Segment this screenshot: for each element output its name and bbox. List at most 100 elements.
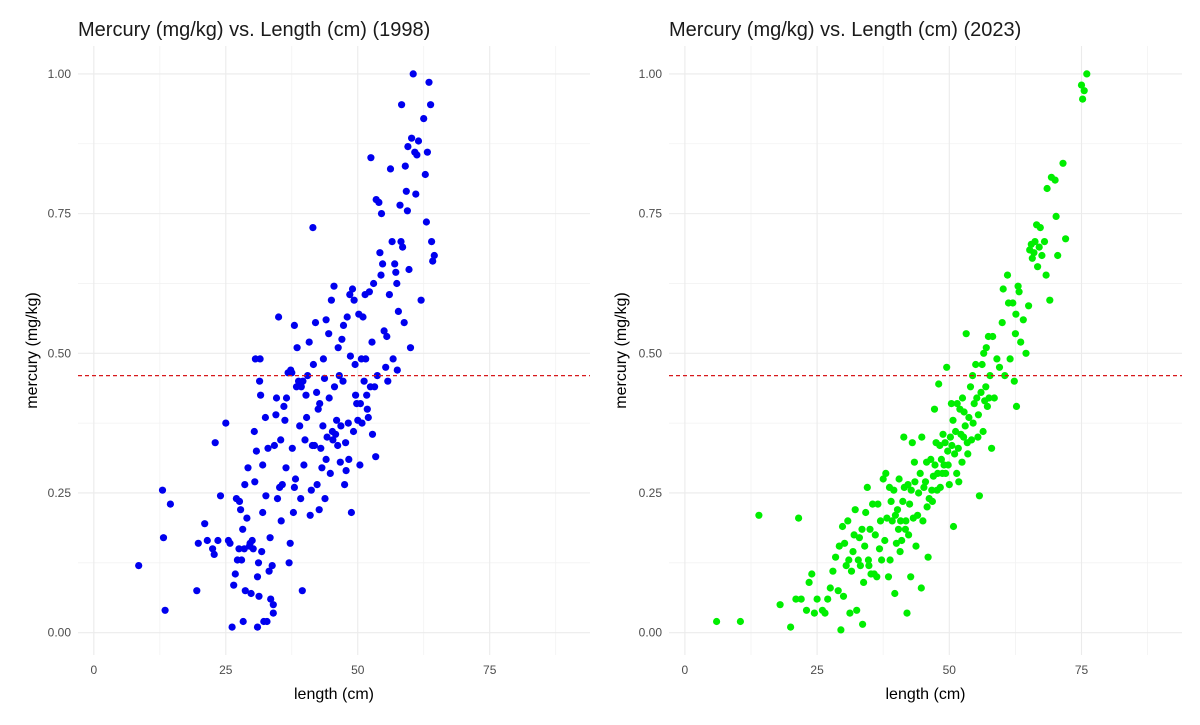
data-point: [406, 344, 415, 352]
data-point: [368, 430, 377, 438]
x-tick-label: 50: [351, 663, 365, 677]
data-point: [951, 450, 959, 458]
data-point: [1077, 81, 1086, 89]
data-point: [958, 394, 967, 402]
data-point: [323, 433, 331, 441]
data-point: [864, 556, 873, 564]
data-point: [336, 458, 344, 466]
data-point: [879, 475, 887, 483]
data-point: [962, 330, 970, 338]
data-point: [386, 165, 395, 173]
data-point: [158, 486, 167, 494]
data-point: [372, 453, 380, 461]
data-point: [882, 469, 890, 477]
data-point: [222, 419, 230, 427]
data-point: [346, 352, 354, 360]
data-point: [1030, 249, 1038, 257]
data-point: [902, 517, 910, 525]
x-tick-label: 25: [219, 663, 233, 677]
data-point: [982, 344, 990, 352]
data-point: [1052, 212, 1060, 220]
x-axis-label: length (cm): [294, 686, 374, 703]
data-point: [272, 394, 281, 402]
data-point: [289, 508, 297, 517]
data-point: [235, 497, 244, 505]
data-point: [869, 500, 877, 508]
data-point: [262, 492, 270, 500]
data-point: [388, 238, 396, 246]
data-point: [986, 372, 994, 380]
x-tick-label: 0: [682, 663, 689, 677]
data-point: [247, 589, 255, 598]
data-point: [795, 514, 803, 522]
data-point: [319, 355, 327, 363]
data-point: [270, 441, 278, 450]
data-point: [253, 623, 262, 631]
data-point: [316, 400, 324, 408]
data-point: [320, 374, 329, 382]
data-point: [813, 595, 821, 603]
data-point: [403, 207, 411, 215]
data-point: [352, 391, 360, 399]
data-point: [1051, 176, 1059, 184]
y-tick-label: 0.00: [639, 626, 663, 640]
data-point: [949, 416, 957, 424]
data-point: [272, 411, 280, 419]
data-point: [401, 162, 409, 170]
data-point: [955, 478, 963, 486]
data-point: [973, 394, 981, 402]
data-point: [1031, 238, 1039, 246]
data-point: [858, 525, 866, 533]
data-point: [263, 617, 271, 626]
data-point: [949, 522, 958, 531]
data-point: [414, 137, 423, 145]
data-point: [856, 562, 865, 570]
data-point: [330, 383, 339, 391]
data-point: [425, 78, 433, 86]
data-point: [917, 584, 925, 592]
data-point: [893, 506, 902, 514]
chart-title: Mercury (mg/kg) vs. Length (cm) (2023): [669, 19, 1021, 41]
data-point: [314, 405, 322, 413]
data-point: [398, 101, 406, 109]
data-point: [1054, 251, 1062, 260]
data-point: [396, 201, 404, 209]
data-point: [1080, 87, 1088, 95]
data-point: [958, 458, 966, 466]
data-point: [326, 469, 334, 477]
data-point: [887, 497, 895, 505]
data-point: [228, 623, 236, 631]
data-point: [1028, 254, 1036, 262]
data-point: [296, 422, 304, 430]
data-point: [952, 427, 960, 436]
data-point: [939, 430, 947, 438]
data-point: [235, 545, 243, 553]
data-point: [850, 531, 858, 539]
data-point: [974, 433, 982, 441]
data-point: [1009, 299, 1017, 307]
data-point: [297, 495, 305, 503]
panel-0: 0 25 50 75 0.00 0.25 0.50 0.75 1.00 Mercury (mg/k…: [24, 19, 590, 703]
data-point: [995, 363, 1004, 371]
data-point: [325, 394, 333, 402]
data-point: [884, 573, 893, 581]
data-point: [264, 444, 272, 452]
data-point: [417, 296, 425, 304]
data-point: [945, 481, 953, 489]
data-point: [886, 556, 894, 564]
data-point: [298, 587, 306, 595]
data-point: [261, 413, 269, 422]
data-point: [915, 489, 923, 497]
data-point: [380, 327, 388, 335]
data-point: [249, 545, 257, 553]
data-point: [209, 545, 217, 553]
data-point: [430, 251, 438, 260]
data-point: [802, 606, 811, 614]
data-point: [964, 450, 972, 458]
data-point: [301, 436, 309, 444]
data-point: [1038, 251, 1046, 260]
data-point: [985, 394, 993, 402]
data-point: [834, 587, 842, 595]
data-point: [910, 458, 919, 466]
data-point: [393, 366, 401, 374]
